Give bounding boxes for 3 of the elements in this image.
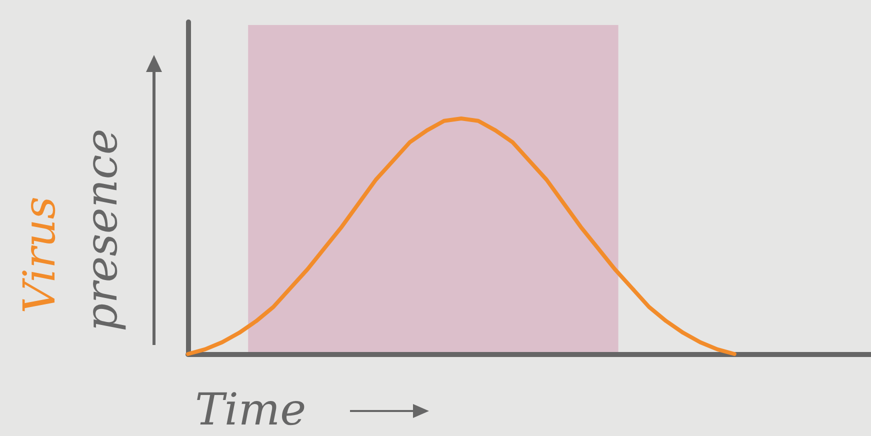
x-axis-title: Time — [195, 384, 306, 436]
text: Virus — [14, 196, 66, 314]
y-axis-title: presence — [76, 128, 128, 332]
